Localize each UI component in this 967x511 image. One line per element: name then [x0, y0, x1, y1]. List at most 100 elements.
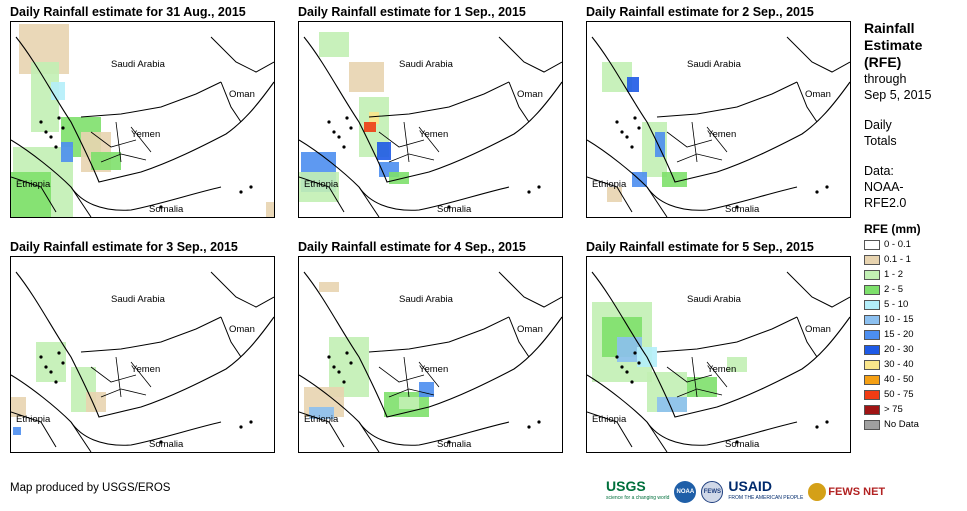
saudi-oman-border [786, 36, 850, 73]
island-dot [239, 425, 243, 429]
map-frame: Saudi Arabia Oman Yemen Ethiopia Somalia [298, 256, 563, 453]
daily-line: Totals [864, 134, 897, 148]
legend-swatch [864, 419, 880, 430]
country-label-oman: Oman [229, 324, 255, 335]
saudi-yemen-border [80, 316, 222, 353]
rainfall-cell [399, 397, 419, 409]
legend-label: 10 - 15 [884, 313, 914, 325]
rainfall-cell [364, 122, 376, 132]
country-label-ethiopia: Ethiopia [16, 179, 51, 190]
legend-item: 1 - 2 [864, 267, 964, 282]
governorate-borders [90, 356, 152, 398]
usaid-text: USAID [728, 478, 772, 494]
legend-item: 0.1 - 1 [864, 252, 964, 267]
ethiopia-border [587, 176, 668, 217]
legend-swatch [864, 329, 880, 340]
country-label-oman: Oman [517, 89, 543, 100]
rainfall-cell [61, 142, 73, 162]
through-label: through [864, 72, 907, 86]
country-label-saudi: Saudi Arabia [687, 294, 742, 305]
rainfall-cell [299, 172, 339, 202]
coastline [303, 271, 562, 418]
legend-item: 50 - 75 [864, 387, 964, 402]
panel-6: Daily Rainfall estimate for 5 Sep., 2015… [586, 240, 851, 453]
legend-item: 10 - 15 [864, 312, 964, 327]
legend-swatch [864, 389, 880, 400]
island-dot [54, 380, 58, 384]
island-dot [49, 135, 53, 139]
africa-coast [299, 374, 510, 446]
country-label-saudi: Saudi Arabia [399, 294, 454, 305]
country-label-somalia: Somalia [725, 439, 760, 450]
fewsnet-logo: FEWS NET [808, 483, 885, 501]
legend-item: 0 - 0.1 [864, 237, 964, 252]
yemen-oman-border [796, 316, 818, 358]
map-frame: Saudi Arabia Oman Yemen Ethiopia Somalia [10, 256, 275, 453]
legend-swatch [864, 254, 880, 265]
rainfall-cell [266, 202, 274, 217]
legend-label: 15 - 20 [884, 328, 914, 340]
country-label-somalia: Somalia [725, 204, 760, 215]
rainfall-cell [91, 152, 121, 170]
country-label-yemen: Yemen [131, 364, 160, 375]
saudi-oman-border [210, 36, 274, 73]
legend-item: 2 - 5 [864, 282, 964, 297]
country-label-oman: Oman [517, 324, 543, 335]
sidebar-title: Rainfall Estimate (RFE) [864, 20, 964, 71]
ethiopia-border [11, 411, 92, 452]
rainfall-map: Saudi Arabia Oman Yemen Ethiopia Somalia [587, 36, 850, 217]
saudi-yemen-border [656, 316, 798, 353]
ethiopia-border [299, 176, 380, 217]
usgs-logo: USGS science for a changing world [606, 479, 669, 504]
legend-item: 15 - 20 [864, 327, 964, 342]
data-line: NOAA- [864, 180, 904, 194]
legend-label: 20 - 30 [884, 343, 914, 355]
governorate-borders [378, 121, 440, 163]
island-dot [537, 420, 541, 424]
yemen-oman-border [508, 316, 530, 358]
title-line: Rainfall [864, 20, 915, 36]
rainfall-cell [319, 32, 349, 57]
island-dot [633, 351, 637, 355]
island-dot [735, 440, 739, 444]
map-frame: Saudi Arabia Oman Yemen Ethiopia Somalia [586, 21, 851, 218]
panel-title: Daily Rainfall estimate for 5 Sep., 2015 [586, 240, 814, 254]
island-dot [637, 126, 641, 130]
coastline [591, 36, 850, 183]
island-dot [825, 420, 829, 424]
island-dot [447, 205, 451, 209]
africa-coast [587, 374, 798, 446]
legend-label: 40 - 50 [884, 373, 914, 385]
country-label-ethiopia: Ethiopia [592, 414, 627, 425]
country-label-somalia: Somalia [437, 439, 472, 450]
island-dot [39, 355, 43, 359]
governorate-borders [666, 356, 728, 398]
island-dot [630, 380, 634, 384]
through-date: Sep 5, 2015 [864, 88, 932, 102]
island-dot [159, 205, 163, 209]
legend-swatch [864, 374, 880, 385]
island-dot [349, 361, 353, 365]
data-line: RFE2.0 [864, 196, 907, 210]
legend-swatch [864, 299, 880, 310]
island-dot [61, 126, 65, 130]
map-frame: Saudi Arabia Oman Yemen Ethiopia Somalia [298, 21, 563, 218]
country-label-saudi: Saudi Arabia [111, 294, 166, 305]
coastline [303, 36, 562, 183]
africa-coast [11, 139, 222, 211]
rainfall-cell [377, 142, 391, 160]
country-label-ethiopia: Ethiopia [592, 179, 627, 190]
saudi-oman-border [786, 271, 850, 308]
saudi-yemen-border [368, 81, 510, 118]
island-dot [825, 185, 829, 189]
legend-swatch [864, 404, 880, 415]
rainfall-cell [319, 282, 339, 292]
panel-3: Daily Rainfall estimate for 2 Sep., 2015… [586, 5, 851, 218]
legend-item: 40 - 50 [864, 372, 964, 387]
country-label-somalia: Somalia [149, 204, 184, 215]
country-label-yemen: Yemen [131, 129, 160, 140]
daily-line: Daily [864, 118, 892, 132]
ethiopia-border [299, 411, 380, 452]
saudi-oman-border [210, 271, 274, 308]
data-line: Data: [864, 164, 894, 178]
